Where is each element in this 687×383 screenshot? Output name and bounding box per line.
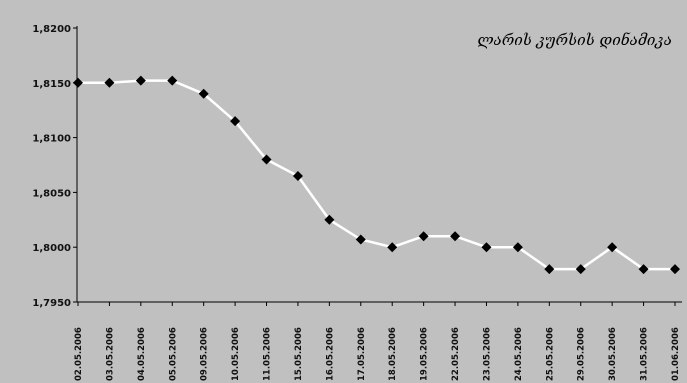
x-tick-label: 15.05.2006 [294,327,304,381]
data-point [104,77,115,88]
x-tick-label: 17.05.2006 [357,327,367,381]
data-point [292,170,303,181]
x-tick-label: 09.05.2006 [200,327,210,381]
x-tick-label: 11.05.2006 [263,327,273,381]
x-tick-label: 30.05.2006 [608,327,618,381]
y-tick-label: 1,8050 [32,188,71,199]
data-point [670,264,680,275]
y-tick-label: 1,8150 [32,79,71,90]
data-point [230,116,241,127]
x-tick-label: 19.05.2006 [420,327,430,381]
data-point [387,242,398,253]
x-tick-label: 31.05.2006 [640,327,650,381]
x-tick-label: 24.05.2006 [514,327,524,381]
data-point [544,264,555,275]
data-point [73,77,83,88]
data-point [355,234,366,245]
x-tick-label: 25.05.2006 [545,327,555,381]
x-ticks: 02.05.2006 03.05.2006 04.05.2006 05.05.2006… [74,302,681,381]
x-tick-label: 02.05.2006 [74,327,84,381]
x-tick-label: 22.05.2006 [451,327,461,381]
x-tick-label: 05.05.2006 [168,327,178,381]
x-tick-label: 18.05.2006 [388,327,398,381]
chart-title: ლარის კურსის დინამიკა [477,31,672,49]
data-point [198,88,209,99]
data-point [450,231,461,242]
x-tick-label: 10.05.2006 [231,327,241,381]
data-point [575,264,586,275]
data-point [135,75,146,86]
y-tick-label: 1,8100 [32,134,71,145]
data-point [261,154,272,165]
data-point [481,242,492,253]
x-tick-label: 04.05.2006 [137,327,147,381]
series-line [78,79,675,271]
data-point [167,75,178,86]
x-tick-label: 23.05.2006 [482,327,492,381]
x-tick-label: 16.05.2006 [325,327,335,381]
series-markers [73,75,680,275]
data-point [418,231,429,242]
x-tick-label: 29.05.2006 [577,327,587,381]
y-ticks: 1,7950 1,8000 1,8050 1,8100 1,8150 1,8200 [32,24,77,309]
y-tick-label: 1,7950 [32,298,71,309]
x-tick-label: 03.05.2006 [105,327,115,381]
data-point [512,242,523,253]
x-tick-label: 01.06.2006 [671,327,681,381]
y-tick-label: 1,8000 [32,243,71,254]
y-tick-label: 1,8200 [32,24,71,35]
data-point [324,214,335,225]
data-point [638,264,649,275]
data-point [607,242,618,253]
